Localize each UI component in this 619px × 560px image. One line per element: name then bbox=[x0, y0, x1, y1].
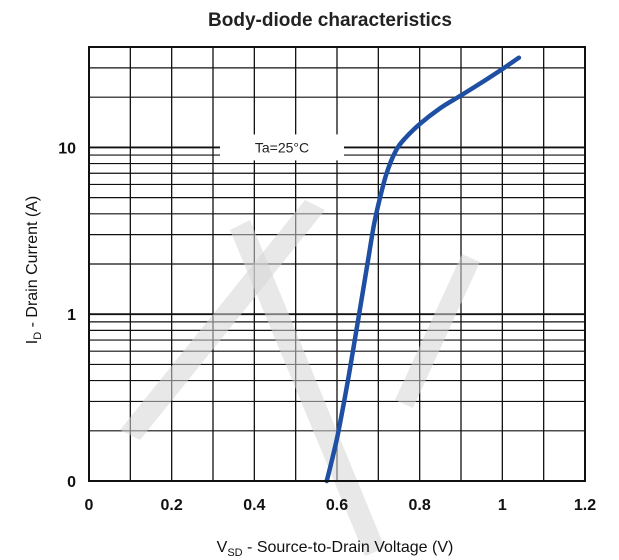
x-axis-label-main: V bbox=[217, 539, 228, 556]
x-tick-label: 0.6 bbox=[326, 497, 348, 514]
grid bbox=[88, 46, 586, 482]
watermark-stroke bbox=[120, 200, 325, 440]
y-tick-label: 1 bbox=[67, 307, 76, 324]
x-axis-label-rest: - Source-to-Drain Voltage (V) bbox=[243, 539, 454, 556]
x-tick-label: 0.8 bbox=[409, 497, 431, 514]
x-tick-label: 0.4 bbox=[243, 497, 265, 514]
watermark-stroke bbox=[230, 220, 385, 556]
curve-layer bbox=[324, 55, 522, 484]
x-axis-label: VSD - Source-to-Drain Voltage (V) bbox=[217, 539, 454, 559]
y-axis-label-main: I bbox=[24, 340, 41, 344]
watermark bbox=[120, 200, 480, 556]
y-axis-label-sub: D bbox=[32, 332, 44, 340]
y-tick-label: 0 bbox=[67, 474, 76, 491]
x-tick-label: 1 bbox=[498, 497, 507, 514]
x-tick-labels: 0 0.2 0.4 0.6 0.8 1 1.2 bbox=[85, 497, 597, 514]
x-axis-label-sub: SD bbox=[227, 547, 242, 559]
plot-frame bbox=[88, 46, 586, 482]
watermark-stroke bbox=[395, 254, 480, 408]
annotation-box bbox=[220, 134, 344, 161]
x-tick-label: 0 bbox=[85, 497, 94, 514]
chart-title: Body-diode characteristics bbox=[208, 10, 452, 31]
y-tick-labels: 0 1 10 bbox=[58, 140, 76, 491]
y-tick-label: 10 bbox=[58, 140, 76, 157]
x-tick-label: 1.2 bbox=[574, 497, 596, 514]
y-axis-label-rest: - Drain Current (A) bbox=[24, 196, 41, 332]
series-line-0 bbox=[324, 55, 522, 484]
y-axis-label: ID - Drain Current (A) bbox=[24, 196, 44, 344]
x-tick-label: 0.2 bbox=[161, 497, 183, 514]
annotation-layer: Ta=25°C bbox=[220, 134, 344, 161]
annotation-temperature: Ta=25°C bbox=[255, 139, 309, 155]
